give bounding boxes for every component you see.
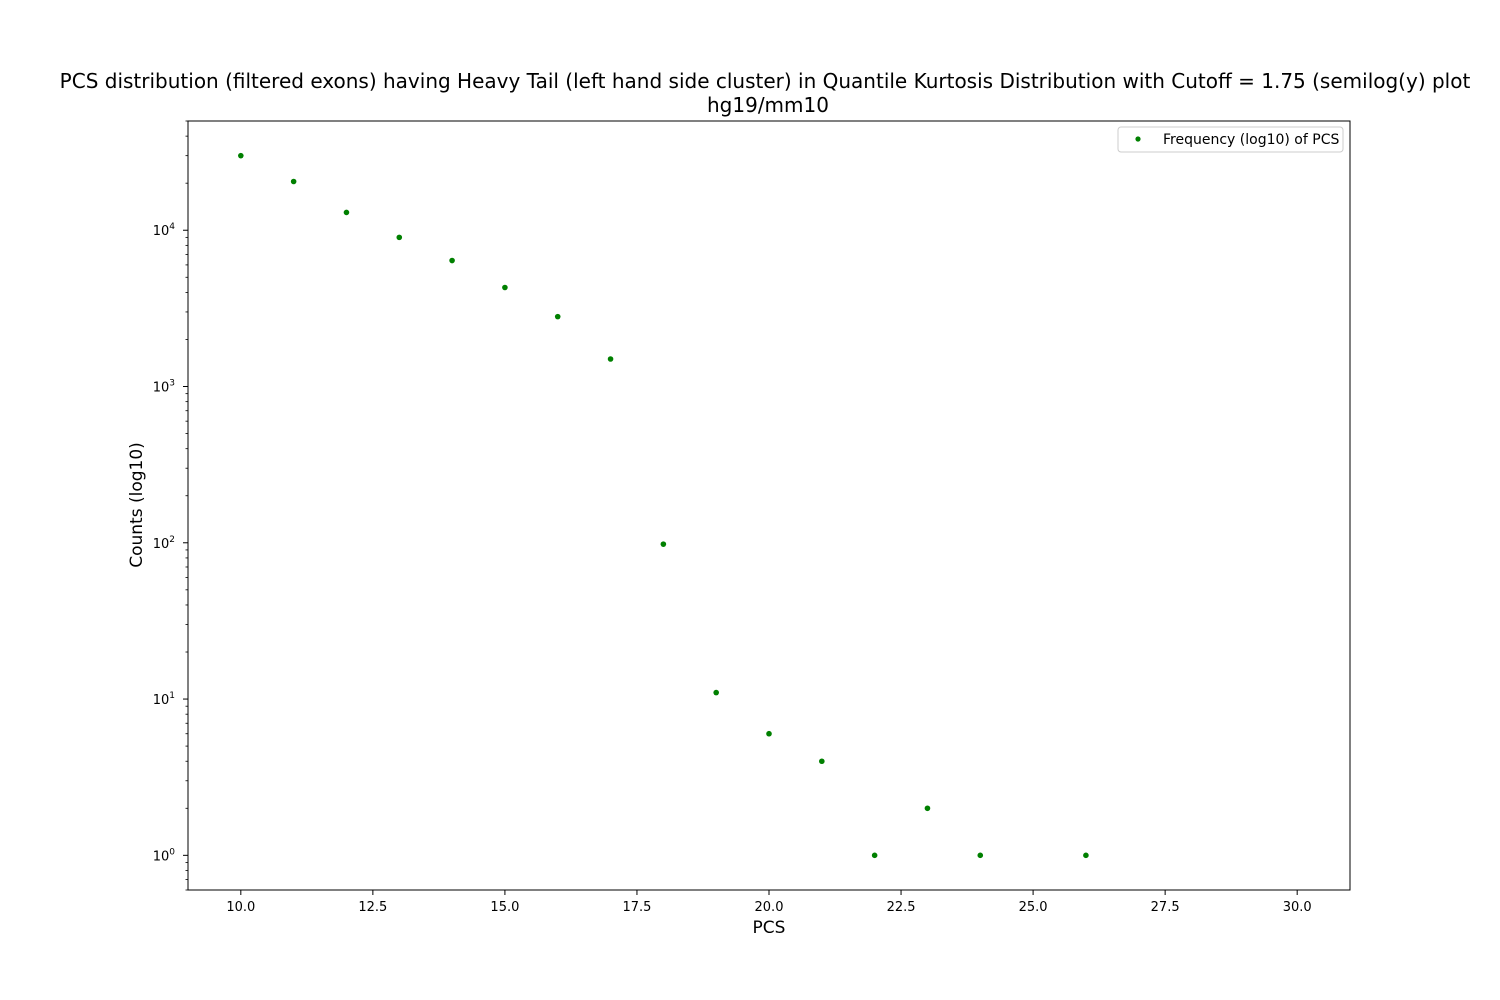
y-axis-label: Counts (log10) [127,442,147,568]
data-point [766,730,772,737]
data-point [713,689,719,696]
x-tick-label: 25.0 [1019,900,1048,915]
data-point [343,209,350,216]
legend: Frequency (log10) of PCS [1117,126,1344,153]
data-point [977,852,984,859]
x-tick-label: 20.0 [755,900,784,915]
x-tick-label: 17.5 [622,900,651,915]
x-tick-label: 10.0 [226,900,255,915]
data-point [660,541,667,547]
data-point [238,152,244,159]
y-tick-label: 103 [153,379,175,396]
legend-entry-label: Frequency (log10) of PCS [1163,132,1339,148]
x-axis-label: PCS [753,918,786,938]
data-point [924,805,931,812]
y-axis: 100 101 102 103 104 [153,120,188,891]
data-point [449,257,455,264]
data-point [554,313,561,320]
x-tick-label: 22.5 [887,900,916,915]
x-tick-label: 12.5 [358,900,387,915]
y-tick-label: 102 [153,535,175,552]
legend-marker [1135,136,1141,142]
data-point [396,234,403,241]
y-tick-label: 101 [153,691,175,708]
chart-title: PCS distribution (filtered exons) having… [60,69,1471,93]
data-points [238,152,1089,859]
legend-box [1117,126,1344,153]
data-point [607,356,614,362]
data-point [502,284,508,291]
y-tick-label: 104 [153,222,176,239]
x-tick-label: 15.0 [490,900,519,915]
plot-area: 10.0 12.5 15.0 17.5 20.0 22.5 25.0 27.5 30.0 100… [153,120,1351,915]
x-tick-label: 27.5 [1151,900,1180,915]
data-point [871,852,878,859]
x-tick-label: 30.0 [1283,900,1312,915]
x-axis: 10.0 12.5 15.0 17.5 20.0 22.5 25.0 27.5 30.0 [226,890,1312,915]
axes-frame [187,120,1351,891]
data-point [819,758,825,765]
data-point [1083,852,1089,859]
y-tick-label: 100 [153,847,176,864]
chart-subtitle: hg19/mm10 [707,93,829,117]
data-point [290,178,297,185]
